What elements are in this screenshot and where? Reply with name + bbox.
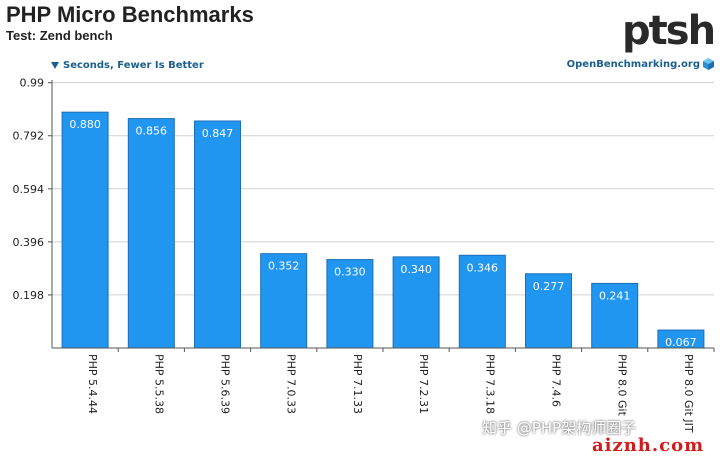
bar-value-label: 0.847 — [202, 127, 234, 140]
x-category-label: PHP 7.4.6 — [550, 354, 563, 407]
y-axis-ticks: 0.198 0.396 0.594 0.792 0.99 — [13, 77, 52, 302]
bar-value-label: 0.330 — [334, 266, 366, 279]
bar-value-label: 0.277 — [533, 280, 565, 293]
x-category-label: PHP 7.3.18 — [483, 354, 496, 414]
y-tick-label: 0.792 — [13, 130, 45, 143]
bar-value-label: 0.352 — [268, 260, 300, 273]
y-tick-label: 0.396 — [13, 236, 45, 249]
x-category-label: PHP 7.2.31 — [417, 354, 430, 414]
bars: 0.880 0.856 0.847 0.352 0.330 0.340 0.346 0.277… — [61, 111, 705, 349]
bar-value-label: 0.340 — [400, 263, 432, 276]
pts-logo: ptsh — [622, 8, 714, 54]
y-axis-hint-label: Seconds, Fewer Is Better — [63, 60, 204, 71]
bar — [61, 111, 109, 349]
x-category-label: PHP 8.0 Git — [616, 354, 629, 417]
x-category-label: PHP 7.1.33 — [351, 354, 364, 414]
down-triangle-icon — [51, 62, 59, 69]
y-tick-label: 0.594 — [13, 183, 45, 196]
bar-value-label: 0.856 — [136, 125, 168, 138]
x-category-label: PHP 8.0 Git JIT — [682, 354, 695, 433]
bar — [591, 282, 639, 349]
watermark-zhihu: 知乎 @PHP架构师圈子 — [482, 419, 637, 437]
bar-value-label: 0.241 — [599, 289, 631, 302]
y-tick-label: 0.198 — [13, 289, 45, 302]
x-category-label: PHP 7.0.33 — [285, 354, 298, 414]
bar-value-label: 0.880 — [69, 118, 101, 131]
pts-logo-text: ptsh — [622, 8, 714, 54]
bar — [326, 259, 374, 349]
source-credit: OpenBenchmarking.org — [567, 58, 714, 70]
chart-subtitle: Test: Zend bench — [6, 28, 113, 43]
source-label: OpenBenchmarking.org — [566, 58, 700, 70]
x-category-label: PHP 5.5.38 — [152, 354, 165, 414]
bar — [127, 118, 175, 349]
openbenchmarking-cube-icon — [703, 58, 714, 70]
watermark-site: aiznh.com — [592, 435, 705, 456]
bar-value-label: 0.067 — [665, 336, 697, 349]
y-axis-hint: Seconds, Fewer Is Better — [51, 60, 204, 71]
x-category-label: PHP 5.4.44 — [86, 354, 99, 414]
bar — [194, 120, 241, 349]
x-category-label: PHP 5.6.39 — [219, 354, 232, 414]
bar-value-label: 0.346 — [467, 261, 499, 274]
chart-title: PHP Micro Benchmarks — [6, 2, 254, 27]
bar — [260, 253, 308, 349]
x-axis-labels: PHP 5.4.44 PHP 5.5.38 PHP 5.6.39 PHP 7.0.33… — [86, 348, 715, 433]
y-tick-label: 0.99 — [20, 77, 45, 90]
